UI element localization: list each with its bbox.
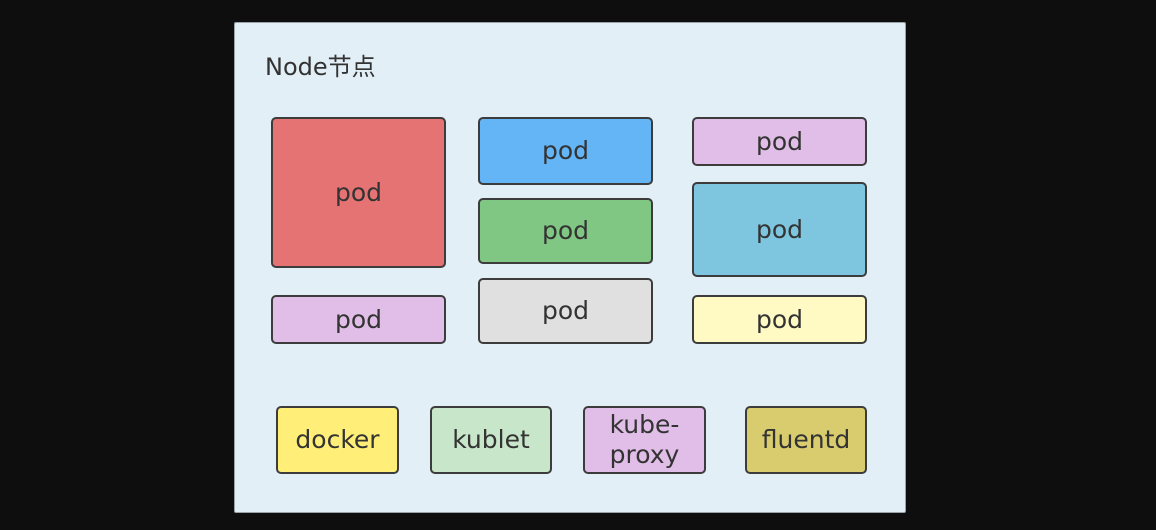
pod-label: pod bbox=[334, 177, 383, 207]
kube-proxy-label-line2: proxy bbox=[609, 440, 680, 469]
pod-label: pod bbox=[334, 304, 383, 334]
pod-label: pod bbox=[755, 214, 804, 244]
pod-label: pod bbox=[541, 216, 590, 245]
docker-label: docker bbox=[295, 425, 380, 454]
kube-proxy-label-line1: kube- bbox=[609, 410, 680, 439]
node-title: Node节点 bbox=[265, 53, 376, 81]
pod-box: pod bbox=[478, 278, 653, 344]
node-container: Node节点 pod pod pod pod pod pod pod pod d… bbox=[234, 22, 906, 513]
pod-box: pod bbox=[692, 295, 867, 344]
pod-label: pod bbox=[755, 304, 804, 334]
kublet-label: kublet bbox=[452, 425, 530, 454]
docker-box: docker bbox=[276, 406, 399, 474]
fluentd-label: fluentd bbox=[761, 425, 851, 454]
pod-box: pod bbox=[692, 117, 867, 166]
pod-box: pod bbox=[692, 182, 867, 277]
pod-label: pod bbox=[541, 136, 590, 165]
kube-proxy-box: kube- proxy bbox=[583, 406, 706, 474]
pod-box: pod bbox=[478, 198, 653, 264]
pod-box: pod bbox=[271, 295, 446, 344]
pod-label: pod bbox=[541, 296, 590, 325]
pod-box: pod bbox=[478, 117, 653, 185]
pod-box: pod bbox=[271, 117, 446, 268]
fluentd-box: fluentd bbox=[745, 406, 867, 474]
pod-label: pod bbox=[755, 126, 804, 156]
kublet-box: kublet bbox=[430, 406, 552, 474]
